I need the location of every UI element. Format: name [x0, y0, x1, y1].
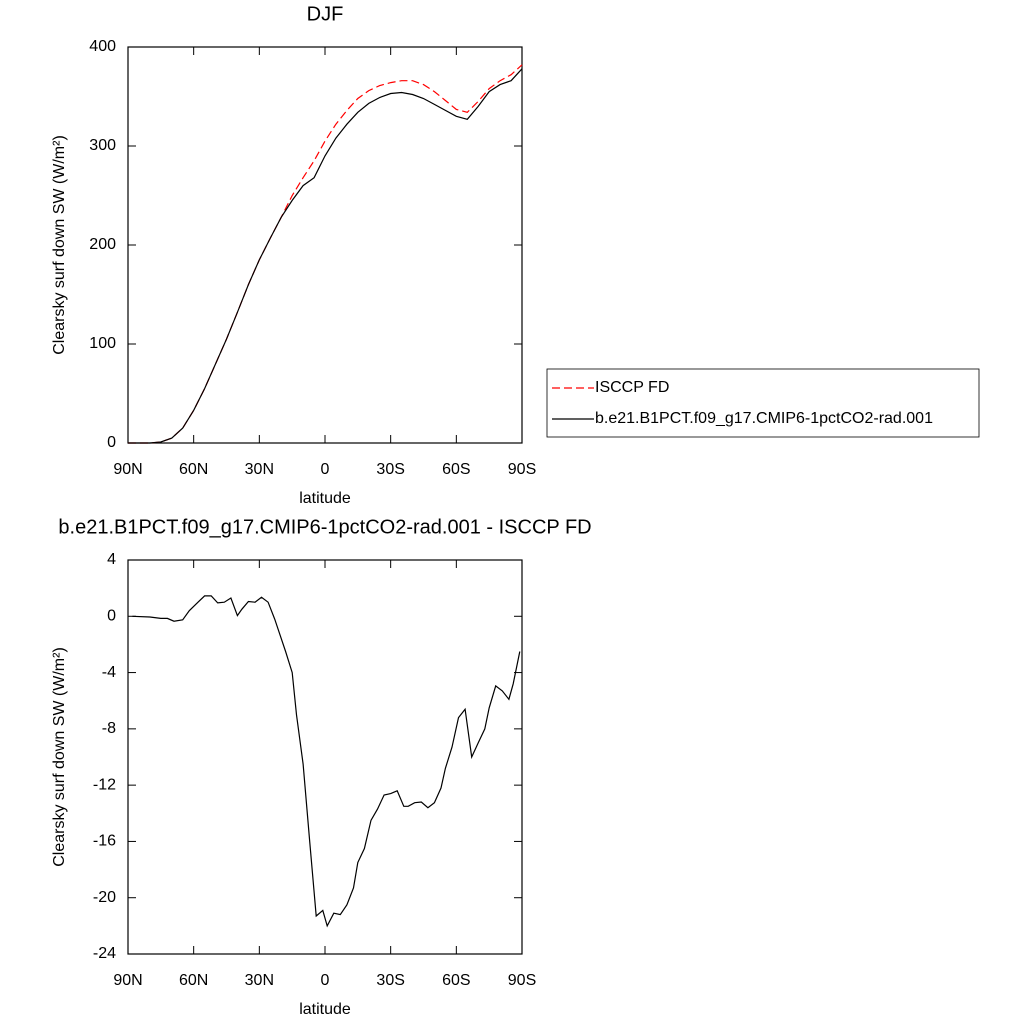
x-tick-label: 90N	[113, 972, 142, 989]
y-tick-label: -12	[93, 776, 116, 793]
y-tick-label: -4	[102, 664, 116, 681]
x-tick-label: 60S	[442, 461, 470, 478]
y-tick-label: 400	[89, 38, 116, 55]
legend-label: b.e21.B1PCT.f09_g17.CMIP6-1pctCO2-rad.00…	[595, 410, 933, 427]
data-line	[128, 64, 523, 444]
y-tick-label: 4	[107, 551, 116, 568]
y-tick-label: -8	[102, 720, 116, 737]
chart-title: b.e21.B1PCT.f09_g17.CMIP6-1pctCO2-rad.00…	[58, 516, 591, 538]
x-axis-label: latitude	[299, 490, 351, 507]
x-tick-label: 90N	[113, 461, 142, 478]
y-tick-label: 0	[107, 608, 116, 625]
x-axis-label: latitude	[299, 1001, 351, 1018]
y-tick-label: -24	[93, 945, 116, 962]
x-tick-label: 90S	[508, 461, 536, 478]
chart-title: DJF	[307, 3, 344, 25]
y-tick-label: 100	[89, 335, 116, 352]
y-tick-label: -20	[93, 889, 116, 906]
legend-box	[546, 368, 980, 438]
x-tick-label: 30S	[376, 461, 404, 478]
plot-frame	[127, 46, 523, 444]
x-tick-label: 30N	[245, 461, 274, 478]
x-tick-label: 30N	[245, 972, 274, 989]
data-line	[128, 68, 523, 444]
x-tick-label: 30S	[376, 972, 404, 989]
y-tick-label: 200	[89, 236, 116, 253]
y-axis-label: Clearsky surf down SW (W/m²)	[51, 135, 68, 355]
y-tick-label: 0	[107, 434, 116, 451]
y-axis-label: Clearsky surf down SW (W/m²)	[51, 647, 68, 867]
data-line	[132, 595, 521, 928]
plot-frame	[127, 559, 523, 955]
x-tick-label: 60N	[179, 972, 208, 989]
x-tick-label: 60N	[179, 461, 208, 478]
y-tick-label: 300	[89, 137, 116, 154]
legend-label: ISCCP FD	[595, 379, 669, 396]
x-tick-label: 90S	[508, 972, 536, 989]
x-tick-label: 0	[321, 972, 330, 989]
x-tick-label: 60S	[442, 972, 470, 989]
x-tick-label: 0	[321, 461, 330, 478]
y-tick-label: -16	[93, 833, 116, 850]
